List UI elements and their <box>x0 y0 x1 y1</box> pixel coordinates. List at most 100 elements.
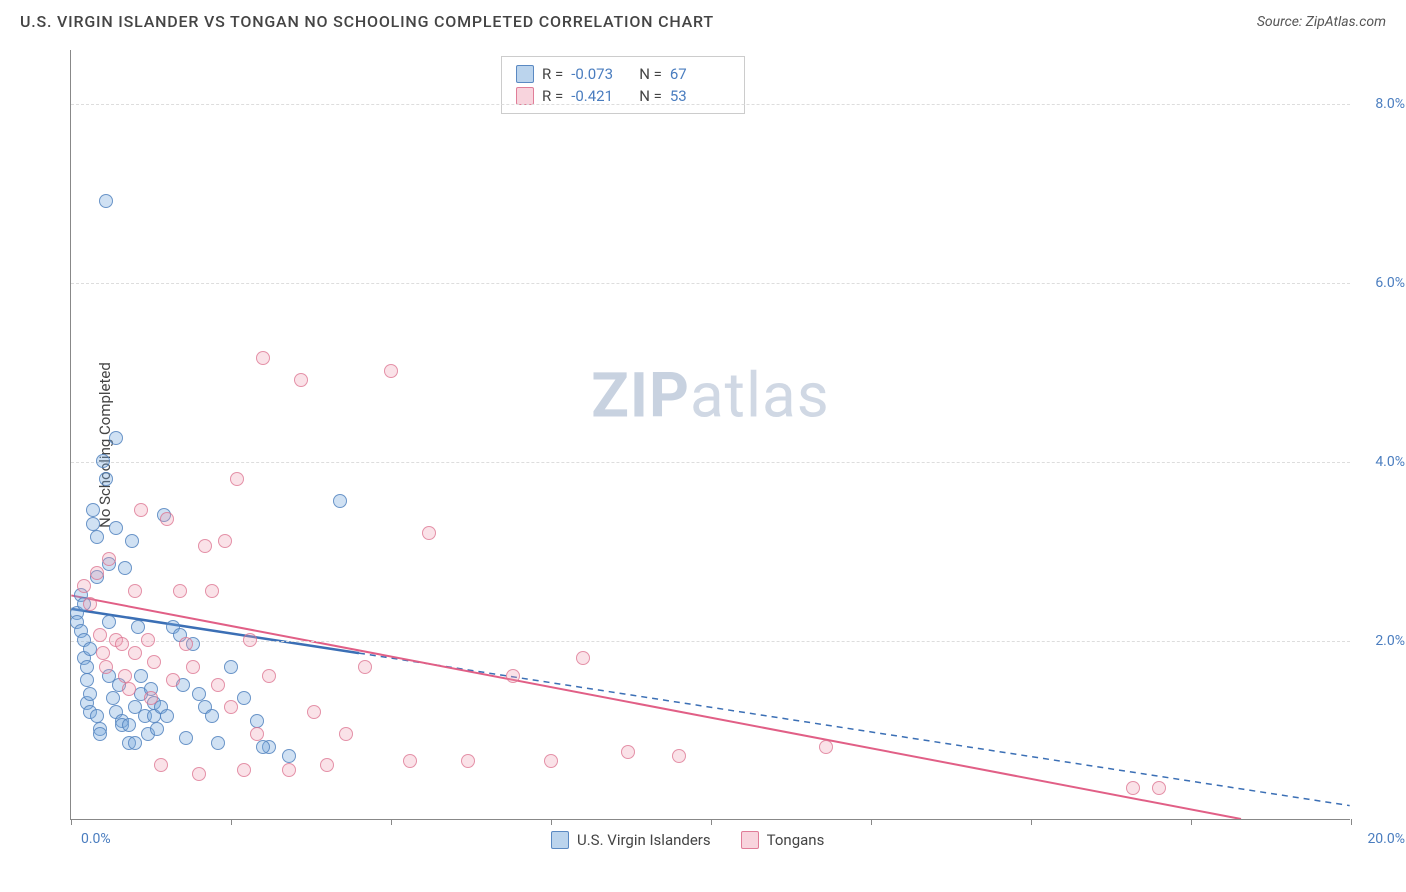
point-tongan <box>672 749 686 763</box>
y-tick-label: 8.0% <box>1375 96 1405 112</box>
legend-item: U.S. Virgin Islanders <box>551 831 711 849</box>
point-tongan <box>422 526 436 540</box>
point-virgin-islander <box>96 454 110 468</box>
legend-label: U.S. Virgin Islanders <box>577 831 711 849</box>
point-virgin-islander <box>99 194 113 208</box>
point-virgin-islander <box>160 709 174 723</box>
point-virgin-islander <box>90 709 104 723</box>
x-tick <box>1191 819 1192 825</box>
stats-row: R = -0.073 N = 67 <box>516 63 730 85</box>
point-virgin-islander <box>106 691 120 705</box>
legend-item: Tongans <box>741 831 825 849</box>
point-virgin-islander <box>99 472 113 486</box>
point-virgin-islander <box>205 709 219 723</box>
x-tick <box>1031 819 1032 825</box>
point-tongan <box>179 637 193 651</box>
legend: U.S. Virgin Islanders Tongans <box>551 831 824 849</box>
point-virgin-islander <box>83 687 97 701</box>
point-tongan <box>320 758 334 772</box>
point-tongan <box>192 767 206 781</box>
x-tick <box>391 819 392 825</box>
gridline <box>71 283 1350 284</box>
point-tongan <box>576 651 590 665</box>
point-virgin-islander <box>192 687 206 701</box>
gridline <box>71 462 1350 463</box>
point-virgin-islander <box>333 494 347 508</box>
gridline <box>71 104 1350 105</box>
x-tick <box>551 819 552 825</box>
point-tongan <box>384 364 398 378</box>
point-tongan <box>83 597 97 611</box>
point-tongan <box>173 584 187 598</box>
point-virgin-islander <box>250 714 264 728</box>
swatch-a-icon <box>551 831 569 849</box>
plot-area: ZIPatlas R = -0.073 N = 67 R = -0.421 N … <box>70 50 1350 820</box>
point-tongan <box>154 758 168 772</box>
point-virgin-islander <box>102 615 116 629</box>
point-tongan <box>506 669 520 683</box>
chart-container: No Schooling Completed ZIPatlas R = -0.0… <box>50 50 1370 840</box>
x-axis-min-label: 0.0% <box>81 831 111 847</box>
swatch-b-icon <box>516 87 534 105</box>
point-tongan <box>118 669 132 683</box>
point-virgin-islander <box>80 673 94 687</box>
point-tongan <box>544 754 558 768</box>
point-tongan <box>621 745 635 759</box>
point-tongan <box>128 584 142 598</box>
point-virgin-islander <box>86 503 100 517</box>
point-tongan <box>256 351 270 365</box>
point-tongan <box>134 503 148 517</box>
r-label: R = <box>542 87 563 105</box>
y-tick-label: 4.0% <box>1375 454 1405 470</box>
n-value: 67 <box>670 65 730 83</box>
point-tongan <box>90 566 104 580</box>
point-virgin-islander <box>80 660 94 674</box>
swatch-b-icon <box>741 831 759 849</box>
r-value: -0.421 <box>571 87 631 105</box>
r-value: -0.073 <box>571 65 631 83</box>
n-label: N = <box>639 87 662 105</box>
point-tongan <box>461 754 475 768</box>
point-virgin-islander <box>224 660 238 674</box>
point-tongan <box>186 660 200 674</box>
point-virgin-islander <box>211 736 225 750</box>
point-virgin-islander <box>122 718 136 732</box>
x-tick <box>231 819 232 825</box>
point-tongan <box>1152 781 1166 795</box>
point-tongan <box>1126 781 1140 795</box>
point-virgin-islander <box>150 722 164 736</box>
legend-label: Tongans <box>767 831 825 849</box>
point-tongan <box>262 669 276 683</box>
point-tongan <box>102 552 116 566</box>
point-tongan <box>77 579 91 593</box>
point-virgin-islander <box>179 731 193 745</box>
point-tongan <box>96 646 110 660</box>
point-tongan <box>339 727 353 741</box>
source-label: Source: ZipAtlas.com <box>1257 14 1386 30</box>
watermark-bold: ZIP <box>591 360 690 433</box>
point-tongan <box>93 628 107 642</box>
point-virgin-islander <box>282 749 296 763</box>
point-tongan <box>198 539 212 553</box>
y-tick-label: 6.0% <box>1375 275 1405 291</box>
point-tongan <box>243 633 257 647</box>
x-tick <box>71 819 72 825</box>
point-tongan <box>122 682 136 696</box>
header: U.S. VIRGIN ISLANDER VS TONGAN NO SCHOOL… <box>0 0 1406 39</box>
point-tongan <box>237 763 251 777</box>
point-virgin-islander <box>109 431 123 445</box>
n-label: N = <box>639 65 662 83</box>
x-tick <box>1351 819 1352 825</box>
swatch-a-icon <box>516 65 534 83</box>
point-tongan <box>307 705 321 719</box>
point-virgin-islander <box>90 530 104 544</box>
point-tongan <box>211 678 225 692</box>
point-tongan <box>144 691 158 705</box>
chart-title: U.S. VIRGIN ISLANDER VS TONGAN NO SCHOOL… <box>20 12 714 31</box>
point-tongan <box>99 660 113 674</box>
y-tick-label: 2.0% <box>1375 633 1405 649</box>
point-tongan <box>166 673 180 687</box>
point-tongan <box>218 534 232 548</box>
point-tongan <box>230 472 244 486</box>
point-virgin-islander <box>128 736 142 750</box>
